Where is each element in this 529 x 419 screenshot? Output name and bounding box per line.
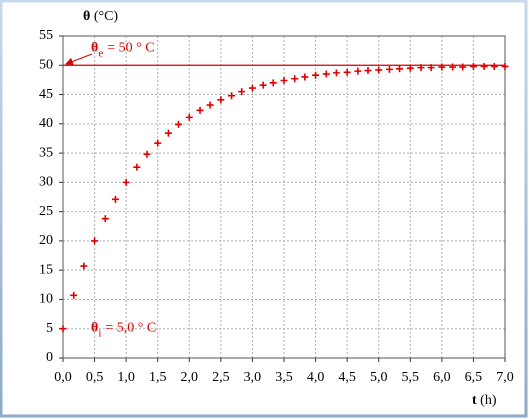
data-point [343, 68, 351, 76]
annotation-sub: i [98, 327, 101, 339]
data-point [175, 120, 183, 128]
data-point [501, 62, 509, 70]
data-point [196, 106, 204, 114]
data-point [80, 262, 88, 270]
data-point [248, 84, 256, 92]
plot-border [62, 35, 506, 359]
x-tick-label: 2,5 [212, 370, 230, 385]
data-point [143, 150, 151, 158]
x-tick-label: 6,5 [465, 370, 483, 385]
x-tick-label: 4,5 [338, 370, 356, 385]
data-point [269, 79, 277, 87]
data-point [417, 64, 425, 72]
data-point [375, 66, 383, 74]
y-tick-label: 10 [39, 292, 53, 307]
annotation-symbol: θ [91, 40, 98, 55]
y-tick-label: 55 [39, 28, 53, 43]
data-point [133, 163, 141, 171]
data-point [490, 62, 498, 70]
y-axis-label: θ (°C) [83, 9, 118, 24]
data-point [185, 113, 193, 121]
data-point [122, 178, 130, 186]
y-label-text: (°C) [94, 9, 119, 24]
data-point [154, 139, 162, 147]
y-tick-label: 15 [39, 262, 53, 277]
x-tick-label: 7,0 [496, 370, 514, 385]
x-tick-label: 4,0 [307, 370, 325, 385]
x-tick-label: 1,5 [149, 370, 167, 385]
x-tick-label: 1,0 [117, 370, 135, 385]
y-tick-label: 25 [39, 204, 53, 219]
data-point [469, 62, 477, 70]
y-tick-label: 45 [39, 87, 53, 102]
data-point [312, 71, 320, 79]
annotation: θe = 50 ° C [91, 40, 155, 58]
data-point [228, 92, 236, 100]
data-point [332, 69, 340, 77]
data-point [291, 75, 299, 83]
data-point [354, 67, 362, 75]
data-point [322, 70, 330, 78]
data-point [427, 64, 435, 72]
data-point [406, 64, 414, 72]
x-tick-label: 0,5 [86, 370, 104, 385]
x-tick-label: 2,0 [181, 370, 199, 385]
y-tick-label: 50 [39, 57, 53, 72]
data-point [280, 76, 288, 84]
data-point [259, 81, 267, 89]
data-point [438, 63, 446, 71]
y-tick-label: 35 [39, 145, 53, 160]
data-point [301, 73, 309, 81]
x-axis-label: t (h) [472, 393, 497, 408]
data-point [206, 101, 214, 109]
annotation-symbol: θ [91, 321, 98, 336]
annotation-text: = 50 ° C [107, 40, 154, 55]
x-tick-label: 3,0 [244, 370, 262, 385]
y-tick-label: 30 [39, 175, 53, 190]
x-tick-label: 5,5 [402, 370, 420, 385]
data-point [449, 63, 457, 71]
y-label-symbol: θ [83, 9, 90, 24]
data-point [459, 63, 467, 71]
x-tick-label: 6,0 [433, 370, 451, 385]
annotation: θi = 5,0 ° C [91, 321, 156, 339]
data-point [385, 65, 393, 73]
y-tick-label: 20 [39, 233, 53, 248]
arrow [65, 53, 93, 66]
data-point [217, 96, 225, 104]
data-point [70, 291, 78, 299]
data-point [396, 65, 404, 73]
data-point [59, 325, 67, 333]
data-point [91, 237, 99, 245]
x-tick-label: 0,0 [54, 370, 72, 385]
data-point [101, 215, 109, 223]
data-point [364, 67, 372, 75]
annotation-sub: e [98, 47, 103, 59]
x-label-text: (h) [480, 393, 497, 408]
data-point [238, 88, 246, 96]
y-tick-label: 40 [39, 116, 53, 131]
data-point [164, 129, 172, 137]
x-tick-label: 3,5 [275, 370, 293, 385]
x-tick-label: 5,0 [370, 370, 388, 385]
y-tick-label: 0 [46, 350, 53, 365]
data-point [111, 195, 119, 203]
data-point [480, 62, 488, 70]
x-label-symbol: t [472, 393, 477, 408]
y-tick-label: 5 [46, 321, 53, 336]
annotation-text: = 5,0 ° C [105, 321, 156, 336]
